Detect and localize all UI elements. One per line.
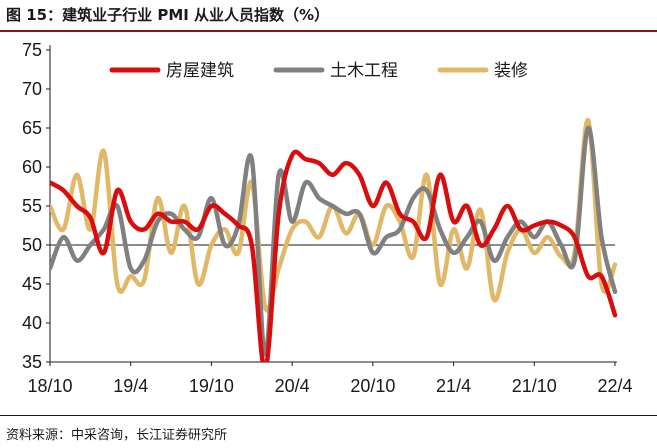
y-tick-label: 75 bbox=[22, 40, 42, 60]
x-tick-label: 21/4 bbox=[436, 376, 471, 396]
series-line-housing bbox=[50, 149, 618, 362]
legend-label-1: 土木工程 bbox=[330, 61, 398, 81]
y-tick-label: 65 bbox=[22, 118, 42, 138]
y-tick-label: 40 bbox=[22, 313, 42, 333]
x-tick-label: 19/10 bbox=[189, 376, 234, 396]
y-tick-label: 45 bbox=[22, 274, 42, 294]
series-line-decoration bbox=[50, 117, 618, 313]
y-axis: 35 40 45 50 55 60 65 70 75 bbox=[22, 40, 51, 372]
series-layer bbox=[50, 117, 618, 362]
x-axis: 18/10 19/4 19/10 20/4 20/10 21/4 21/10 22/4 bbox=[27, 361, 633, 396]
legend-label-2: 装修 bbox=[494, 61, 528, 81]
y-tick-label: 60 bbox=[22, 157, 42, 177]
y-tick-label: 70 bbox=[22, 79, 42, 99]
x-tick-label: 21/10 bbox=[512, 376, 557, 396]
legend-label-0: 房屋建筑 bbox=[166, 61, 234, 81]
x-tick-label: 19/4 bbox=[113, 376, 148, 396]
x-tick-label: 18/10 bbox=[27, 376, 72, 396]
title-rule bbox=[0, 30, 657, 32]
source-rule bbox=[0, 415, 657, 416]
y-tick-label: 35 bbox=[22, 352, 42, 372]
legend: 房屋建筑 土木工程 装修 bbox=[109, 61, 528, 81]
y-tick-label: 50 bbox=[22, 235, 42, 255]
series-line-civil bbox=[50, 125, 618, 357]
x-tick-label: 22/4 bbox=[597, 376, 632, 396]
source-note: 资料来源：中采咨询，长江证券研究所 bbox=[6, 428, 228, 443]
figure-title: 图 15：建筑业子行业 PMI 从业人员指数（%） bbox=[6, 6, 330, 24]
x-tick-label: 20/10 bbox=[350, 376, 395, 396]
y-tick-label: 55 bbox=[22, 196, 42, 216]
x-tick-label: 20/4 bbox=[275, 376, 310, 396]
